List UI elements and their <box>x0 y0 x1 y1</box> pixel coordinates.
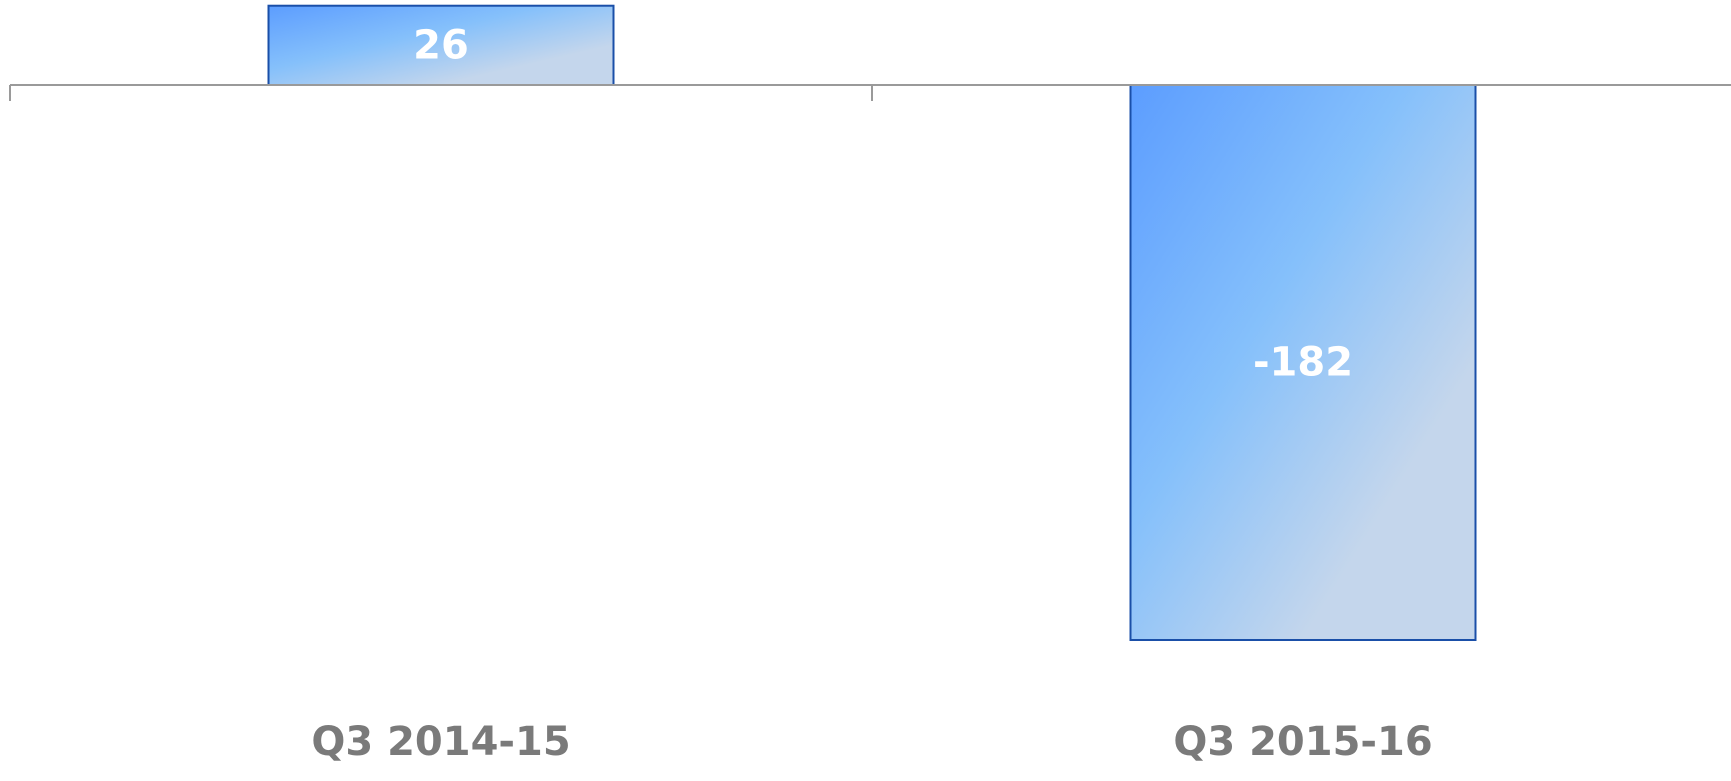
category-label-0: Q3 2014-15 <box>311 719 570 765</box>
labels-layer: 26 Q3 2014-15 -182 Q3 2015-16 <box>311 22 1432 765</box>
bars-layer <box>267 4 1477 641</box>
x-axis <box>9 84 1731 101</box>
category-label-1: Q3 2015-16 <box>1173 719 1432 765</box>
bar-1 <box>1129 84 1477 641</box>
data-label-0: 26 <box>413 22 469 68</box>
bar-0 <box>267 4 615 86</box>
data-label-1: -182 <box>1253 340 1353 386</box>
